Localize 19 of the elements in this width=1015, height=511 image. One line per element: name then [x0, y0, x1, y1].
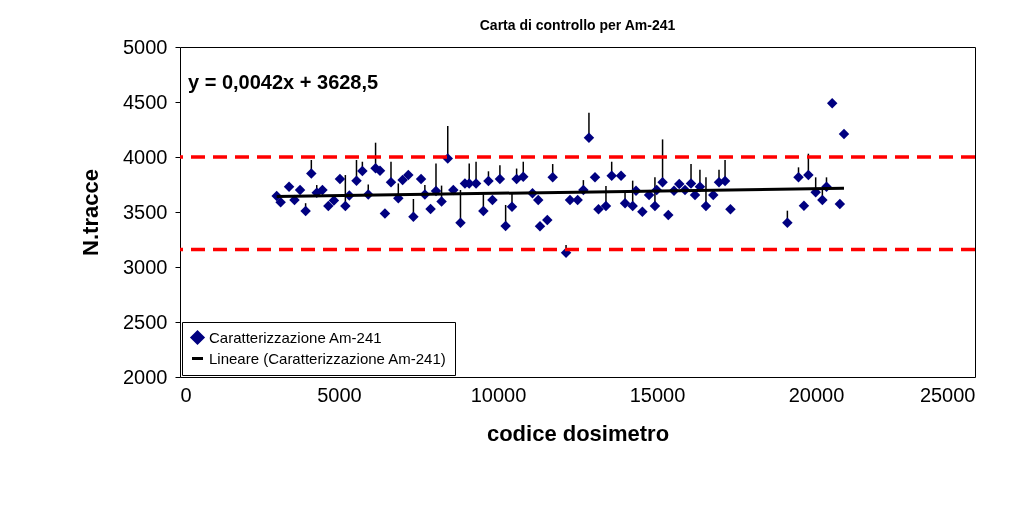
- y-tick-label: 2500: [123, 310, 168, 333]
- x-tick-label: 0: [180, 383, 192, 406]
- y-tick-label: 3500: [123, 200, 168, 223]
- x-tick-label: 5000: [317, 383, 362, 406]
- y-tick-label: 4500: [123, 90, 168, 113]
- annotation: y = 0,0042x + 3628,5: [188, 71, 379, 93]
- y-tick-label: 3000: [123, 255, 168, 278]
- x-axis-title: codice dosimetro: [486, 420, 670, 446]
- chart-title: Carta di controllo per Am-241: [479, 17, 676, 33]
- y-axis-title: N.tracce: [78, 169, 104, 256]
- x-tick-label: 10000: [470, 383, 527, 406]
- y-tick-label: 2000: [123, 365, 168, 388]
- x-tick-label: 20000: [788, 383, 845, 406]
- y-tick-label: 4000: [123, 145, 168, 168]
- y-tick-label: 5000: [123, 35, 168, 58]
- legend-label: Caratterizzazione Am-241: [209, 328, 382, 346]
- legend-label: Lineare (Caratterizzazione Am-241): [209, 349, 446, 367]
- x-tick-label: 25000: [919, 383, 976, 406]
- x-tick-label: 15000: [629, 383, 686, 406]
